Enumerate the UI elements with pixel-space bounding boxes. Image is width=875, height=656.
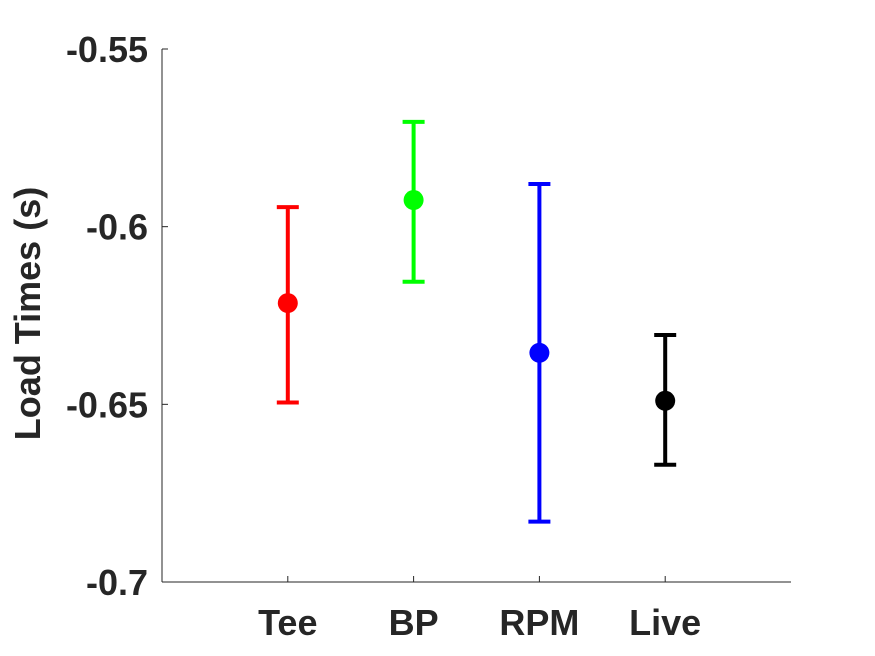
x-tick-label: RPM (499, 602, 579, 643)
errorbar-live (654, 333, 677, 467)
x-ticks: Tee BP RPM Live (258, 576, 701, 643)
data-marks (276, 119, 677, 524)
x-tick-label: Live (629, 602, 701, 643)
y-axis-label: Load Times (s) (7, 187, 48, 440)
y-tick-label: -0.65 (66, 384, 148, 425)
x-tick-label: Tee (258, 602, 317, 643)
data-point (403, 190, 424, 211)
errorbar-tee (276, 205, 299, 405)
errorbar-bp (402, 119, 425, 284)
data-point (655, 390, 676, 411)
data-point (529, 342, 550, 363)
y-tick-label: -0.6 (86, 207, 148, 248)
y-tick-label: -0.7 (86, 562, 148, 603)
errorbar-rpm (528, 182, 551, 524)
y-tick-label: -0.55 (66, 29, 148, 70)
y-ticks: -0.7 -0.65 -0.6 -0.55 (66, 29, 168, 603)
axes (161, 49, 791, 583)
data-point (277, 293, 298, 314)
x-tick-label: BP (389, 602, 439, 643)
